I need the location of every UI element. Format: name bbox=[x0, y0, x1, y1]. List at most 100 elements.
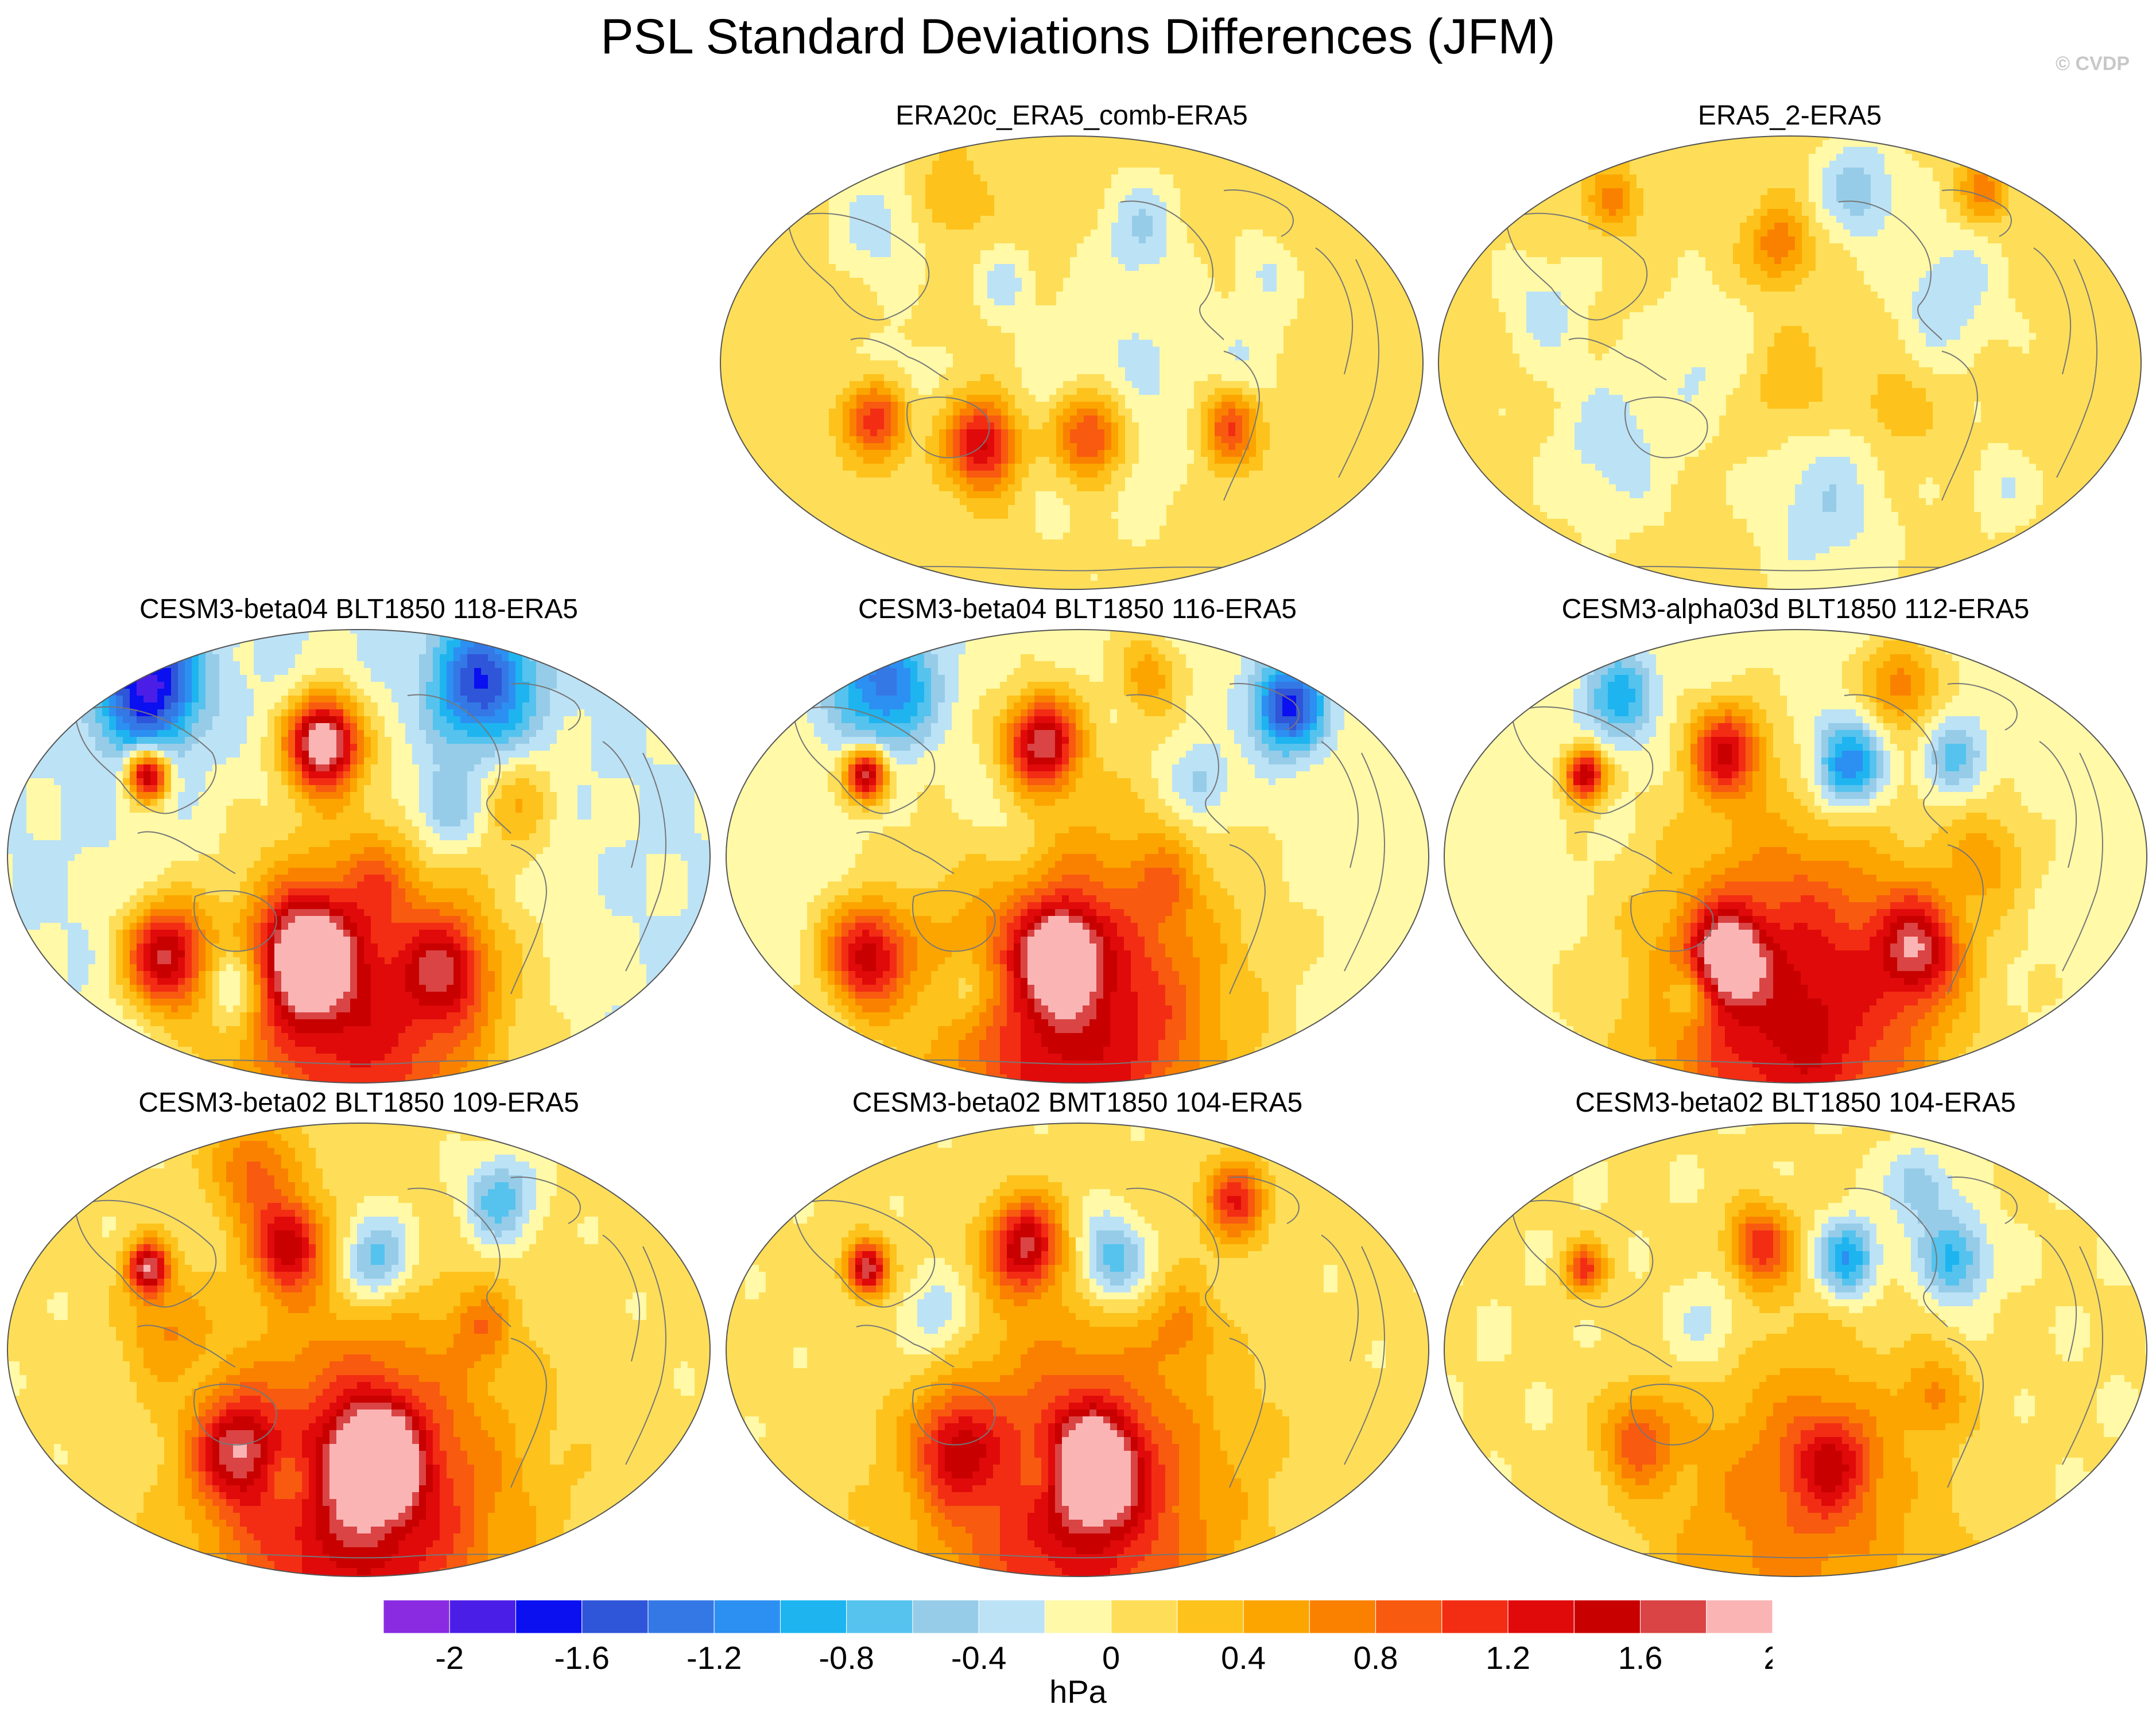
coastline bbox=[1504, 212, 1648, 321]
field-layer bbox=[1444, 1123, 2147, 1577]
colorbar-swatch bbox=[581, 1600, 649, 1634]
colorbar-tick-label: -0.4 bbox=[951, 1640, 1007, 1675]
coastline bbox=[510, 844, 547, 995]
colorbar-swatch bbox=[846, 1600, 913, 1634]
colorbar-swatch bbox=[1706, 1600, 1773, 1634]
coastline bbox=[906, 397, 990, 459]
panel-title: CESM3-beta04 BLT1850 116-ERA5 bbox=[724, 592, 1430, 627]
coastline bbox=[1947, 683, 2018, 731]
map-panel: CESM3-beta02 BLT1850 104-ERA5 bbox=[1442, 1086, 2149, 1579]
page-title: PSL Standard Deviations Differences (JFM… bbox=[0, 8, 2156, 65]
map-canvas bbox=[726, 629, 1429, 1084]
coastline bbox=[1568, 337, 1667, 380]
coastline bbox=[2039, 741, 2077, 868]
coastline bbox=[2033, 247, 2072, 375]
panel-title: ERA5_2-ERA5 bbox=[1437, 99, 2143, 133]
colorbar-swatch bbox=[912, 1600, 979, 1634]
colorbar: -2 -1.6 -1.2 -0.8 -0.4 0 0.4 0.8 1.2 1.6 2 bbox=[383, 1600, 1773, 1675]
coastline bbox=[1338, 259, 1379, 478]
coastline bbox=[1838, 200, 1942, 340]
coastline bbox=[510, 683, 581, 731]
coastline bbox=[1630, 890, 1714, 952]
map-boundary bbox=[7, 629, 711, 1084]
colorbar-tick-label: 0 bbox=[1102, 1640, 1120, 1675]
coastline bbox=[1344, 752, 1385, 972]
coastline bbox=[1344, 1246, 1385, 1465]
map-boundary bbox=[720, 135, 1424, 590]
coastline bbox=[73, 1199, 217, 1308]
colorbar-swatch bbox=[647, 1600, 715, 1634]
coastline bbox=[625, 1246, 666, 1465]
map-canvas bbox=[7, 629, 711, 1084]
map-boundary bbox=[1438, 135, 2142, 590]
coastline bbox=[1947, 1176, 2018, 1224]
map-boundary bbox=[1444, 629, 2147, 1084]
coastline bbox=[856, 1325, 955, 1368]
coastline bbox=[1126, 694, 1230, 834]
map-boundary bbox=[7, 1123, 711, 1577]
coastline bbox=[850, 337, 949, 380]
coastlines bbox=[786, 189, 1379, 572]
coastline bbox=[1120, 200, 1224, 340]
coastline bbox=[1223, 351, 1260, 501]
coastline bbox=[625, 752, 666, 972]
coastline bbox=[792, 706, 936, 814]
colorbar-swatch bbox=[1309, 1600, 1376, 1634]
coastline bbox=[1947, 844, 1984, 995]
coastline bbox=[602, 1234, 641, 1362]
colorbar-swatch bbox=[978, 1600, 1045, 1634]
coastline bbox=[912, 890, 996, 952]
coastline bbox=[602, 741, 641, 868]
coastline bbox=[2062, 1246, 2103, 1465]
colorbar-swatch bbox=[1111, 1600, 1178, 1634]
coastline bbox=[1510, 1199, 1654, 1308]
panel-title: CESM3-beta02 BLT1850 109-ERA5 bbox=[6, 1086, 712, 1120]
coastline bbox=[1844, 1187, 1948, 1327]
map-canvas bbox=[1444, 629, 2147, 1084]
panel-title: ERA20c_ERA5_comb-ERA5 bbox=[719, 99, 1425, 133]
map-panel: ERA5_2-ERA5 bbox=[1437, 99, 2143, 592]
coastline bbox=[1624, 397, 1708, 459]
field-layer bbox=[1438, 136, 2141, 589]
map-canvas bbox=[726, 1123, 1429, 1577]
coastline bbox=[1630, 1384, 1714, 1446]
coastline bbox=[1321, 1234, 1359, 1362]
map-boundary bbox=[726, 629, 1429, 1084]
coastline bbox=[1844, 694, 1948, 834]
coastlines bbox=[1510, 1176, 2103, 1559]
colorbar-swatch bbox=[1640, 1600, 1707, 1634]
coastline bbox=[2056, 259, 2097, 478]
map-boundary bbox=[1444, 1123, 2147, 1577]
field-layer bbox=[726, 1123, 1429, 1577]
coastline bbox=[2062, 752, 2103, 972]
colorbar-tick-label: -2 bbox=[435, 1640, 464, 1675]
map-panel: CESM3-beta02 BMT1850 104-ERA5 bbox=[724, 1086, 1430, 1579]
colorbar-swatch bbox=[383, 1600, 450, 1634]
panel-title: CESM3-beta04 BLT1850 118-ERA5 bbox=[6, 592, 712, 627]
coastline bbox=[912, 1384, 996, 1446]
colorbar-swatch bbox=[1243, 1600, 1310, 1634]
coastline bbox=[1574, 1325, 1673, 1368]
colorbar-swatch bbox=[714, 1600, 781, 1634]
panel-title: CESM3-alpha03d BLT1850 112-ERA5 bbox=[1442, 592, 2149, 627]
colorbar-swatch bbox=[1441, 1600, 1509, 1634]
field-layer bbox=[1444, 630, 2147, 1083]
map-canvas bbox=[1438, 135, 2142, 590]
coastline bbox=[1321, 741, 1359, 868]
coastline bbox=[1229, 844, 1266, 995]
colorbar-tick-label: -1.2 bbox=[687, 1640, 742, 1675]
coastline bbox=[193, 1384, 277, 1446]
coastline bbox=[1510, 706, 1654, 814]
colorbar-swatch bbox=[1507, 1600, 1575, 1634]
colorbar-unit-label: hPa bbox=[0, 1675, 2156, 1709]
panel-title: CESM3-beta02 BLT1850 104-ERA5 bbox=[1442, 1086, 2149, 1120]
colorbar-swatch bbox=[515, 1600, 583, 1634]
panel-title: CESM3-beta02 BMT1850 104-ERA5 bbox=[724, 1086, 1430, 1120]
colorbar-swatch bbox=[449, 1600, 516, 1634]
coastline bbox=[1223, 189, 1294, 237]
map-boundary bbox=[726, 1123, 1429, 1577]
colorbar-tick-label: 0.8 bbox=[1354, 1640, 1398, 1675]
colorbar-tick-label: -1.6 bbox=[554, 1640, 610, 1675]
colorbar-tick-label: 1.6 bbox=[1618, 1640, 1663, 1675]
coastline bbox=[137, 1325, 236, 1368]
